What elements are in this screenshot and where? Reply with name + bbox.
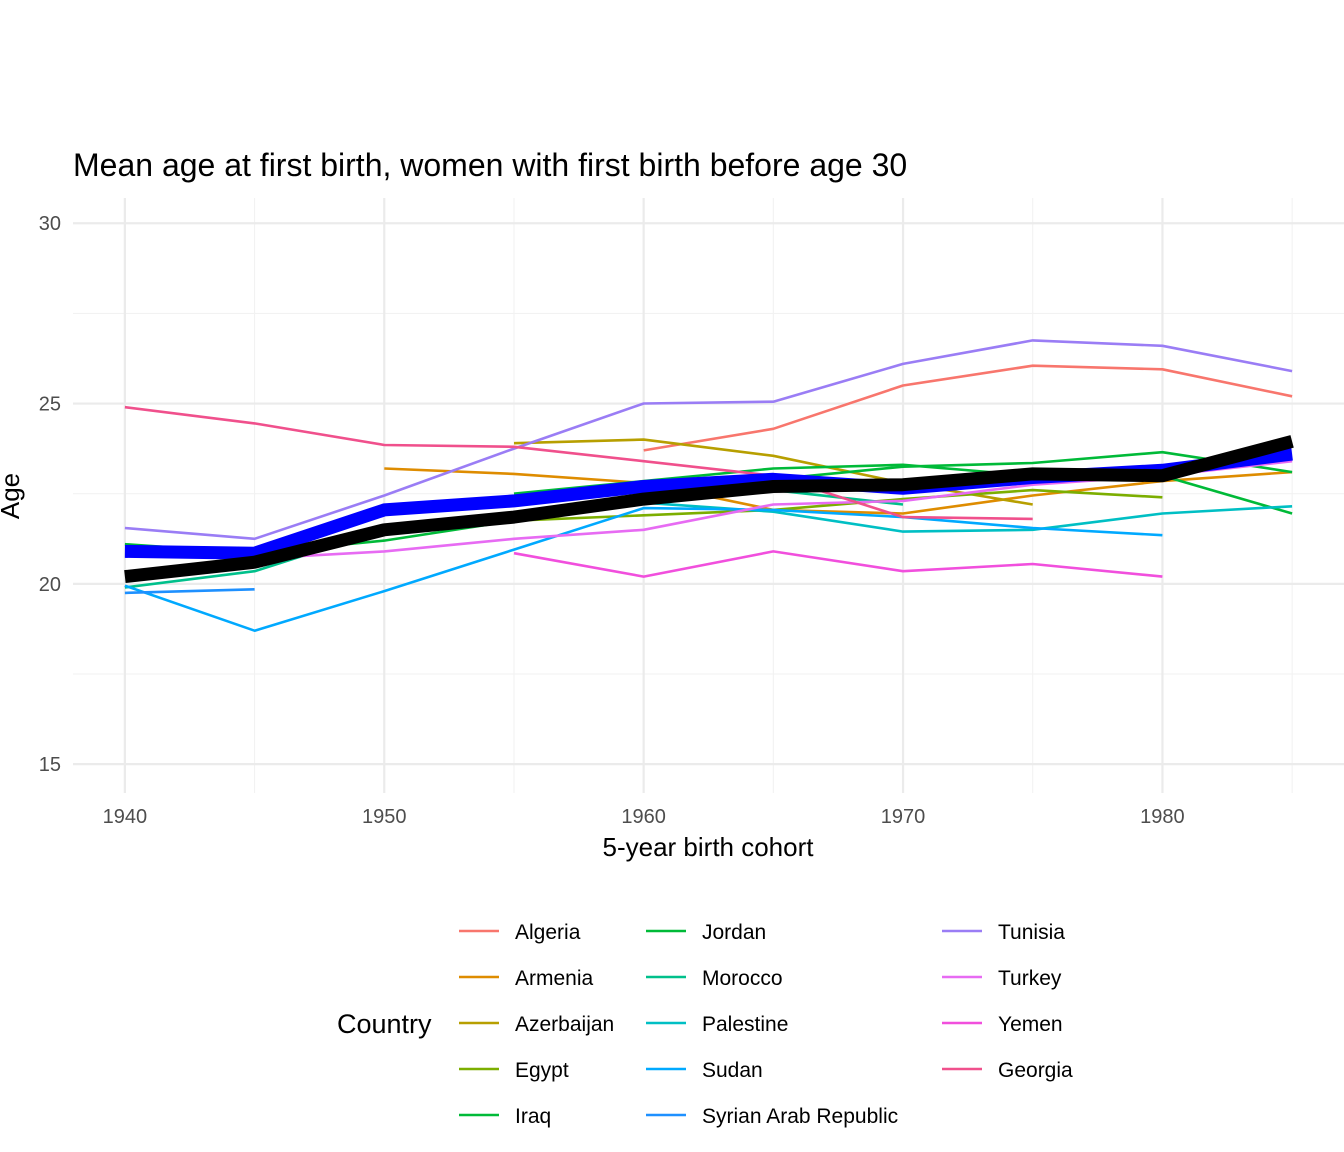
series-line-yemen — [513, 550, 1163, 578]
legend: Country Algeria Armenia Azerbaijan Egypt Ira… — [337, 921, 1073, 1128]
legend-label-jordan: Jordan — [702, 921, 766, 944]
x-tick-label: 1970 — [881, 806, 926, 828]
legend-label-palestine: Palestine — [702, 1013, 788, 1036]
x-tick-label: 1940 — [103, 806, 148, 828]
summary-line-mean-black — [124, 435, 1294, 584]
summary-layer — [124, 435, 1294, 584]
y-axis-title: Age — [0, 473, 25, 519]
series-line-sudan — [124, 506, 1163, 633]
x-tick-label: 1960 — [621, 806, 666, 828]
legend-label-azerbaijan: Azerbaijan — [515, 1013, 614, 1036]
x-tick-label: 1950 — [362, 806, 407, 828]
legend-label-georgia: Georgia — [998, 1059, 1073, 1082]
x-axis-title: 5-year birth cohort — [603, 832, 815, 862]
legend-label-egypt: Egypt — [515, 1059, 569, 1082]
legend-label-iraq: Iraq — [515, 1105, 551, 1128]
y-tick-label: 30 — [39, 213, 61, 235]
y-tick-label: 20 — [39, 574, 61, 596]
legend-label-yemen: Yemen — [998, 1013, 1063, 1036]
legend-label-syrian-arab-republic: Syrian Arab Republic — [702, 1105, 898, 1128]
legend-label-sudan: Sudan — [702, 1059, 763, 1082]
series-line-georgia — [124, 405, 1033, 521]
series-line-tunisia — [124, 339, 1293, 541]
series-line-armenia — [384, 467, 1293, 515]
legend-title: Country — [337, 1009, 432, 1039]
x-tick-label: 1980 — [1140, 806, 1185, 828]
legend-label-turkey: Turkey — [998, 967, 1062, 990]
x-axis-ticks: 1940 1950 1960 1970 1980 — [103, 806, 1185, 828]
legend-label-tunisia: Tunisia — [998, 921, 1065, 944]
series-line-syrian-arab-republic — [124, 588, 255, 595]
y-axis-ticks: 15 20 25 30 — [39, 213, 61, 776]
legend-label-algeria: Algeria — [515, 921, 581, 944]
chart-title: Mean age at first birth, women with firs… — [73, 147, 907, 183]
series-line-algeria — [643, 364, 1293, 452]
y-tick-label: 15 — [39, 754, 61, 776]
y-tick-label: 25 — [39, 394, 61, 416]
legend-label-morocco: Morocco — [702, 967, 783, 990]
legend-label-armenia: Armenia — [515, 967, 594, 990]
